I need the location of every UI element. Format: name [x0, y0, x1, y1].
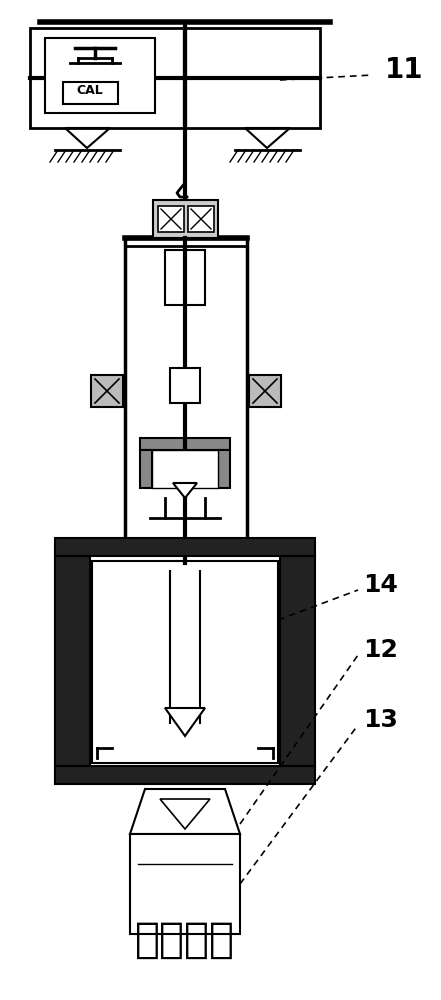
Text: 14: 14 [363, 573, 398, 597]
Text: 13: 13 [363, 708, 398, 732]
Bar [92, 561, 278, 763]
Text: 11: 11 [385, 56, 423, 84]
Bar [170, 368, 200, 403]
Polygon shape [130, 789, 240, 834]
Text: CAL: CAL [77, 84, 103, 97]
Polygon shape [165, 708, 205, 736]
Bar [140, 438, 230, 450]
Bar [158, 206, 184, 232]
Bar [140, 450, 152, 488]
Bar [218, 450, 230, 488]
Polygon shape [160, 799, 210, 829]
Bar [55, 766, 315, 784]
Bar [55, 538, 315, 556]
Bar [63, 82, 118, 104]
Bar [45, 38, 155, 113]
Bar [280, 556, 315, 766]
Bar [55, 556, 90, 766]
Bar [130, 834, 240, 934]
Polygon shape [173, 483, 197, 498]
Bar [125, 238, 247, 543]
Bar [153, 200, 218, 238]
Bar [91, 375, 123, 407]
Bar [165, 250, 205, 305]
Text: 12: 12 [363, 638, 398, 662]
Bar [152, 450, 218, 488]
Text: 第二档位: 第二档位 [135, 919, 235, 961]
Bar [249, 375, 281, 407]
Bar [30, 28, 320, 128]
Bar [188, 206, 214, 232]
